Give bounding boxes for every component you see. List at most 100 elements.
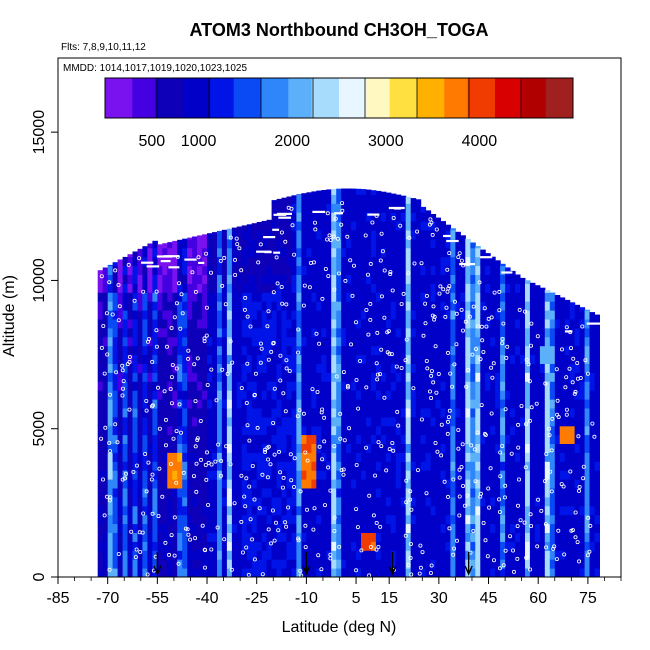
heat-cell bbox=[371, 452, 377, 462]
sample-marker bbox=[157, 466, 162, 471]
heat-cell bbox=[366, 514, 372, 525]
heat-cell bbox=[251, 399, 258, 409]
heat-cell bbox=[202, 301, 208, 311]
heat-cell bbox=[579, 479, 586, 489]
heat-cell bbox=[301, 559, 307, 569]
heat-cell bbox=[440, 523, 446, 533]
sample-marker bbox=[497, 509, 502, 514]
heat-cell bbox=[142, 345, 148, 356]
heat-cell bbox=[351, 345, 357, 356]
heat-cell bbox=[137, 310, 143, 320]
heat-cell bbox=[321, 274, 327, 284]
sample-marker bbox=[581, 476, 586, 481]
heat-cell bbox=[102, 399, 109, 409]
heat-cell bbox=[207, 523, 213, 533]
sample-marker bbox=[394, 364, 399, 369]
heat-cell bbox=[177, 274, 183, 284]
heat-cell bbox=[117, 327, 124, 338]
heat-cell bbox=[375, 452, 382, 462]
colorbar-segment bbox=[549, 78, 554, 118]
sample-marker bbox=[320, 407, 325, 412]
heat-cell bbox=[455, 488, 461, 498]
heat-cell bbox=[351, 559, 357, 569]
heat-cell bbox=[306, 345, 312, 356]
heat-cell bbox=[460, 336, 466, 347]
heat-cell bbox=[505, 381, 511, 391]
sample-marker bbox=[435, 449, 440, 454]
heat-cell bbox=[271, 319, 278, 329]
heat-cell bbox=[435, 416, 441, 427]
heat-cell bbox=[256, 399, 263, 409]
colorbar-segment bbox=[459, 78, 465, 118]
heat-cell bbox=[520, 301, 526, 311]
heat-cell bbox=[276, 505, 283, 516]
heat-cell bbox=[217, 372, 223, 382]
heat-cell bbox=[356, 408, 362, 418]
heat-cell bbox=[430, 452, 437, 462]
heat-cell bbox=[182, 336, 188, 347]
heat-cell bbox=[485, 425, 491, 436]
heat-cell bbox=[445, 390, 451, 400]
heat-cell bbox=[142, 274, 148, 284]
heat-cell bbox=[371, 230, 377, 240]
heat-cell bbox=[341, 541, 347, 551]
sample-marker bbox=[171, 436, 176, 441]
heat-cell bbox=[301, 408, 307, 418]
heat-cell bbox=[192, 363, 198, 373]
heat-cell bbox=[177, 514, 183, 525]
heat-cell bbox=[366, 372, 372, 382]
heat-cell bbox=[311, 559, 317, 569]
heat-cell bbox=[351, 354, 357, 364]
sample-marker bbox=[354, 568, 359, 573]
heat-cell bbox=[177, 479, 183, 489]
heat-cell bbox=[256, 443, 263, 453]
sample-marker bbox=[473, 347, 478, 352]
heat-cell bbox=[539, 327, 546, 338]
heat-cell bbox=[584, 354, 591, 364]
sample-marker bbox=[483, 432, 488, 437]
sample-marker bbox=[457, 467, 462, 472]
heat-cell bbox=[361, 194, 367, 204]
heat-cell bbox=[311, 372, 317, 382]
heat-cell bbox=[261, 283, 268, 293]
sample-marker bbox=[528, 512, 533, 517]
heat-cell bbox=[241, 327, 248, 338]
sample-marker bbox=[311, 527, 316, 532]
heat-cell bbox=[425, 505, 432, 516]
heat-cell bbox=[217, 336, 223, 347]
heat-cell bbox=[172, 372, 178, 382]
heat-cell bbox=[549, 345, 556, 356]
heat-cell bbox=[341, 230, 347, 240]
colorbar-segment bbox=[108, 78, 114, 118]
sample-marker bbox=[500, 341, 505, 346]
heat-cell bbox=[490, 488, 496, 498]
heat-cell bbox=[559, 301, 566, 311]
heat-cell bbox=[480, 496, 486, 507]
heat-cell bbox=[346, 399, 352, 409]
heat-cell bbox=[212, 434, 218, 444]
sample-marker bbox=[248, 517, 253, 522]
heat-cell bbox=[162, 514, 168, 525]
sample-marker bbox=[534, 401, 539, 406]
heat-cell bbox=[534, 568, 541, 578]
heat-cell bbox=[495, 541, 501, 551]
sample-marker bbox=[174, 301, 179, 306]
sample-marker bbox=[491, 558, 496, 563]
sample-marker bbox=[379, 294, 384, 299]
sample-marker bbox=[444, 305, 449, 310]
heat-cell bbox=[197, 399, 203, 409]
sample-marker bbox=[390, 440, 395, 445]
heat-cell bbox=[142, 505, 148, 516]
heat-cell bbox=[515, 336, 521, 347]
heat-cell bbox=[351, 505, 357, 516]
sample-marker bbox=[516, 422, 521, 427]
heat-cell bbox=[281, 416, 287, 427]
sample-marker bbox=[364, 445, 369, 450]
heat-cell bbox=[331, 203, 337, 213]
heat-cell bbox=[192, 247, 198, 258]
heat-cell bbox=[321, 434, 327, 444]
sample-marker bbox=[376, 545, 381, 550]
sample-marker bbox=[101, 323, 106, 328]
heat-cell bbox=[197, 235, 203, 240]
sample-marker bbox=[567, 366, 572, 371]
